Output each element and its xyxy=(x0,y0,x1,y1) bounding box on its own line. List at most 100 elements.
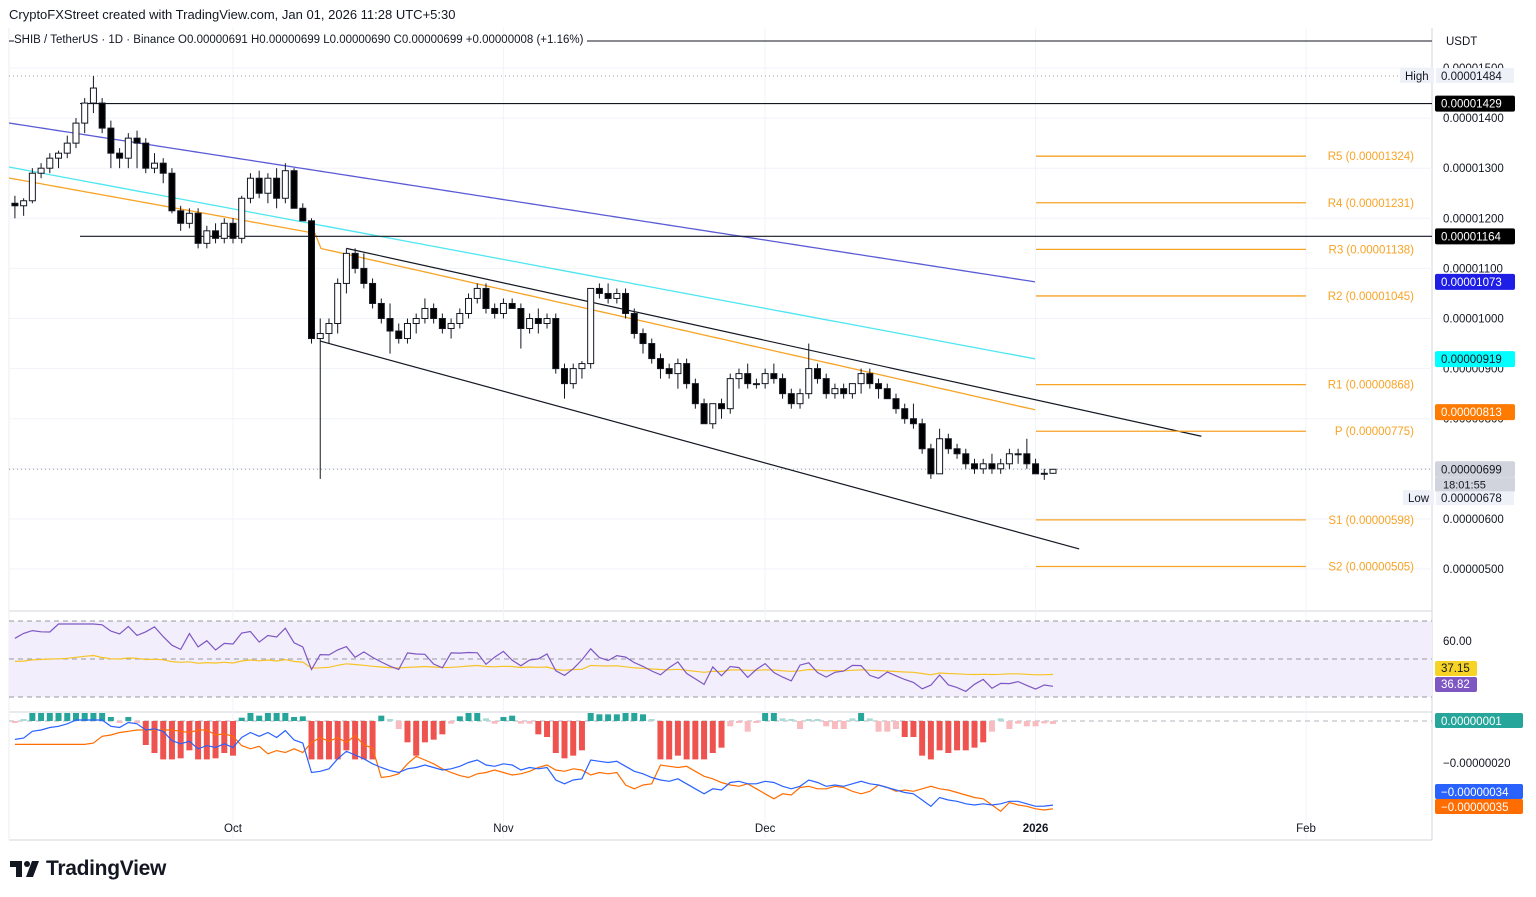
price-badge-bg xyxy=(1435,351,1515,368)
macd-hist-bar xyxy=(64,713,71,721)
candle xyxy=(438,313,446,334)
rsi-pane[interactable]: 60.00 37.15 36.82 xyxy=(9,620,1477,698)
macd-hist-bar xyxy=(701,721,708,760)
candle-body xyxy=(700,403,708,425)
candle-body xyxy=(822,378,830,395)
candle xyxy=(430,303,438,324)
candle-body xyxy=(831,388,839,395)
time-axis[interactable]: Oct Nov Dec 2026 Feb xyxy=(224,823,1316,835)
candle xyxy=(360,253,368,289)
candle xyxy=(883,383,891,400)
y-tick-label: 0.00000500 xyxy=(1443,564,1504,576)
x-tick-label: Feb xyxy=(1296,823,1316,835)
candle-body xyxy=(534,318,542,325)
candle-body xyxy=(229,222,237,239)
candle xyxy=(28,168,36,204)
candle-body xyxy=(116,152,124,159)
macd-hist-bar xyxy=(142,721,149,745)
candle xyxy=(953,443,961,459)
candle-body xyxy=(744,373,752,385)
candle xyxy=(761,368,769,389)
trend-line xyxy=(346,247,1202,437)
candle-body xyxy=(185,212,193,224)
macd-hist-bar xyxy=(509,715,516,721)
macd-hist-bar xyxy=(578,721,585,751)
candle-body xyxy=(177,210,185,224)
macd-hist-bar xyxy=(221,721,228,753)
candle xyxy=(918,418,926,454)
candle xyxy=(848,383,856,399)
currency-label: USDT xyxy=(1446,36,1477,48)
pivot-label: S2 (0.00000505) xyxy=(1328,561,1414,573)
macd-hist-bar xyxy=(99,713,106,721)
candle xyxy=(622,288,630,319)
macd-hist-bar xyxy=(247,713,254,721)
y-tick-label: 0.00001300 xyxy=(1443,163,1504,175)
symbol-info: SHIB / TetherUS · 1D · Binance O0.000006… xyxy=(14,34,588,46)
candle xyxy=(892,393,900,414)
candle xyxy=(517,303,525,349)
candle xyxy=(351,248,359,274)
macd-hist-bar xyxy=(779,718,786,721)
macd-hist-bar xyxy=(674,721,681,756)
candle-body xyxy=(779,378,787,395)
candle xyxy=(246,173,254,204)
candle xyxy=(752,378,760,389)
macd-hist-bar xyxy=(1032,721,1039,727)
candle xyxy=(534,308,542,334)
candle-body xyxy=(342,252,350,284)
price-badge: 0.00000813 xyxy=(1441,407,1502,419)
macd-hist-bar xyxy=(997,718,1004,721)
candle-body xyxy=(447,323,455,330)
candle xyxy=(944,433,952,454)
candle xyxy=(831,383,839,399)
macd-hist-bar xyxy=(387,719,394,721)
macd-hist-bar xyxy=(753,721,760,723)
trend-channel[interactable] xyxy=(320,247,1202,550)
macd-hist-bar xyxy=(570,721,577,756)
candle-body xyxy=(1023,453,1031,465)
candle-body xyxy=(578,363,586,370)
candle-body xyxy=(81,102,89,124)
macd-hist-bar xyxy=(718,721,725,748)
x-tick-label: 2026 xyxy=(1023,823,1049,835)
macd-hist-bar xyxy=(683,721,690,760)
macd-hist-bar xyxy=(980,721,987,743)
tradingview-brand[interactable]: TradingView xyxy=(10,856,166,882)
macd-pane[interactable]: −0.00000020 0.00000001 −0.00000034 −0.00000… xyxy=(9,713,1523,814)
candle-body xyxy=(988,463,996,470)
candle xyxy=(255,170,263,199)
candle xyxy=(264,173,272,204)
price-badges: 0.00001429 0.00001164 0.00001073 0.00000919… xyxy=(1435,95,1515,492)
candle-body xyxy=(735,373,743,380)
candle-body xyxy=(142,142,150,169)
level-badge-bg xyxy=(1435,228,1515,245)
candle-body xyxy=(517,307,525,330)
pivot-levels: R5 (0.00001324) R4 (0.00001231) R3 (0.0000… xyxy=(1036,151,1414,573)
candle-body xyxy=(360,267,368,284)
candle-body xyxy=(683,363,691,385)
candle xyxy=(395,323,403,344)
candle-body xyxy=(962,453,970,465)
candle xyxy=(124,133,132,169)
candle xyxy=(1049,468,1057,474)
candle xyxy=(962,448,970,469)
macd-badge-bg xyxy=(1435,713,1523,728)
pivot-label: R1 (0.00000868) xyxy=(1328,380,1414,392)
macd-hist-bar xyxy=(544,721,551,737)
candle-body xyxy=(1005,453,1013,465)
candle-body xyxy=(473,287,481,299)
pivot-label: R4 (0.00001231) xyxy=(1328,198,1414,210)
candle-body xyxy=(491,307,499,314)
macd-hist-bar xyxy=(640,714,647,721)
rsi-tick-label: 60.00 xyxy=(1443,636,1472,648)
low-tag: Low xyxy=(1408,493,1430,505)
candle-body xyxy=(752,383,760,386)
macd-hist-bar xyxy=(238,717,245,721)
y-tick-label: 0.00001000 xyxy=(1443,314,1504,326)
macd-hist-bar xyxy=(90,713,97,721)
price-axis[interactable]: USDT0.000015000.000014000.000013000.0000… xyxy=(1400,36,1514,576)
macd-hist-bar xyxy=(988,721,995,732)
candle-body xyxy=(264,177,272,194)
